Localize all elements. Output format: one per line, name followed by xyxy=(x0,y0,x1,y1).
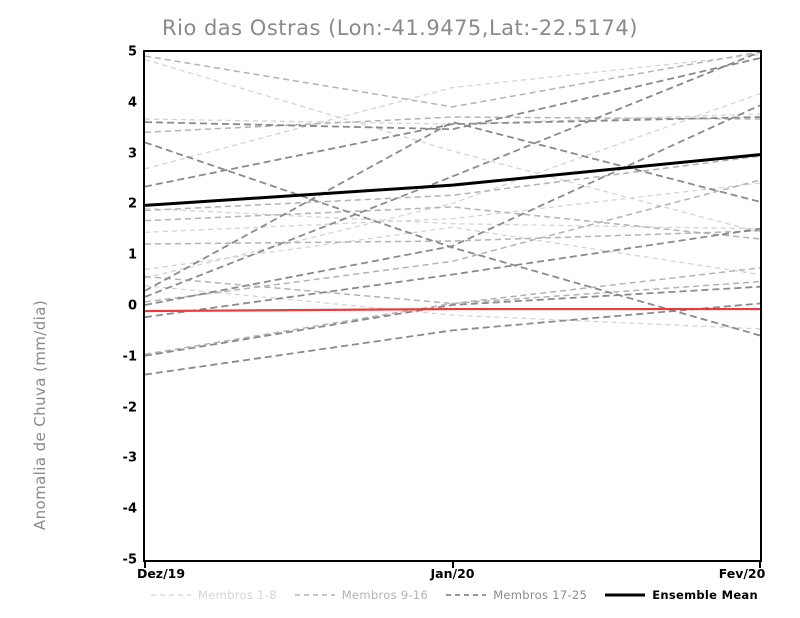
member-line xyxy=(145,285,760,330)
legend-item: Membros 1-8 xyxy=(151,588,277,602)
legend-swatch-icon xyxy=(605,593,646,597)
legend-swatch-icon xyxy=(151,594,191,596)
member-line xyxy=(145,58,760,233)
legend-label: Membros 9-16 xyxy=(341,588,429,602)
member-line xyxy=(145,267,760,355)
x-tick-mark xyxy=(144,562,146,568)
y-tick-label: -5 xyxy=(122,552,137,568)
legend-label: Ensemble Mean xyxy=(652,588,758,602)
legend-item: Membros 17-25 xyxy=(446,588,587,602)
x-tick-mark xyxy=(759,562,761,568)
y-tick-label: 0 xyxy=(127,298,137,314)
legend-swatch-icon xyxy=(294,594,335,596)
x-tick-label: Dez/19 xyxy=(136,566,186,581)
member-line xyxy=(145,116,760,188)
ensemble-mean-line xyxy=(145,153,760,207)
member-line xyxy=(145,57,760,131)
legend-label: Membros 1-8 xyxy=(198,588,277,602)
member-line xyxy=(145,121,760,292)
member-line xyxy=(145,226,760,276)
member-line xyxy=(145,53,760,170)
member-line xyxy=(145,179,760,303)
y-tick-label: -4 xyxy=(122,501,137,517)
y-tick-label: -3 xyxy=(122,450,137,466)
member-line xyxy=(145,93,760,279)
y-axis-tick-labels: -5 -4 -3 -2 -1 0 1 2 3 4 5 xyxy=(105,45,137,568)
legend-item: Membros 9-16 xyxy=(294,588,429,602)
legend-swatch-icon xyxy=(446,594,487,596)
y-tick-label: 5 xyxy=(127,44,137,60)
member-line xyxy=(145,104,760,306)
member-line xyxy=(145,182,760,233)
x-tick-mark xyxy=(451,562,454,568)
chart-legend: Membros 1-8 Membros 9-16 Membros 17-25 Ense… xyxy=(143,586,762,604)
y-tick-label: 2 xyxy=(127,196,137,212)
member-line xyxy=(145,285,760,357)
member-line xyxy=(145,206,760,240)
member-line xyxy=(145,227,760,319)
member-line xyxy=(145,116,760,134)
plot-area xyxy=(143,50,762,562)
member-line xyxy=(145,230,760,245)
member-line xyxy=(145,302,760,376)
y-tick-label: 4 xyxy=(127,95,137,111)
member-line xyxy=(145,207,760,230)
legend-label: Membros 17-25 xyxy=(493,588,588,602)
legend-item: Ensemble Mean xyxy=(605,588,758,602)
y-tick-label: 1 xyxy=(127,247,137,263)
chart-title: Rio das Ostras (Lon:-41.9475,Lat:-22.517… xyxy=(162,16,638,40)
y-axis-title-container: Anomalia de Chuva (mm/dia) xyxy=(0,0,49,530)
y-tick-label: -2 xyxy=(122,400,137,416)
x-tick-label: Jan/20 xyxy=(430,566,475,581)
plot-clip xyxy=(145,52,760,560)
y-axis-title: Anomalia de Chuva (mm/dia) xyxy=(31,299,49,531)
member-line xyxy=(145,52,760,298)
x-tick-label: Fev/20 xyxy=(718,566,766,581)
y-tick-label: 3 xyxy=(127,146,137,162)
member-line xyxy=(145,52,760,108)
member-line xyxy=(145,155,760,212)
zero-reference-line xyxy=(145,307,760,313)
y-tick-label: -1 xyxy=(122,349,137,365)
plot-lines xyxy=(145,52,760,376)
member-line xyxy=(145,141,760,337)
